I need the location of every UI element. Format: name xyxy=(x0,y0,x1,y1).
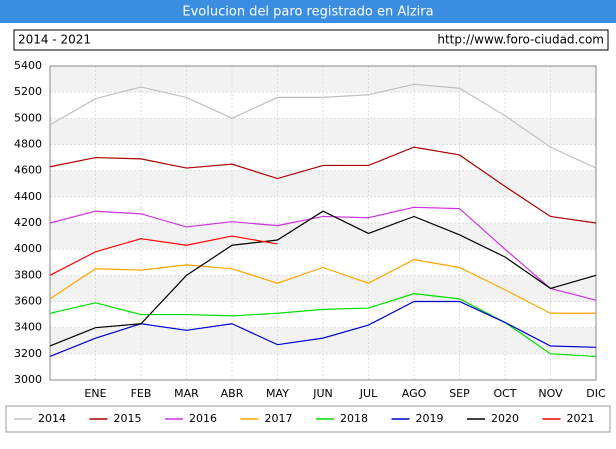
title-bar xyxy=(0,0,616,23)
grid-band xyxy=(50,327,596,354)
legend-label: 2015 xyxy=(114,412,142,425)
legend-label: 2017 xyxy=(265,412,293,425)
x-tick-label: AGO xyxy=(402,387,427,400)
x-tick-label: JUN xyxy=(312,387,333,400)
info-box xyxy=(13,29,609,51)
series-line xyxy=(49,83,597,169)
legend-label: 2021 xyxy=(567,412,595,425)
series-line xyxy=(49,206,597,301)
y-tick-label: 3200 xyxy=(14,347,42,360)
series-line xyxy=(49,146,597,224)
y-tick-label: 5200 xyxy=(14,85,42,98)
y-tick-label: 4800 xyxy=(14,138,42,151)
legend-label: 2018 xyxy=(340,412,368,425)
y-tick-label: 4000 xyxy=(14,242,42,255)
y-tick-label: 3400 xyxy=(14,321,42,334)
x-tick-label: ENE xyxy=(84,387,106,400)
series-line xyxy=(49,259,596,314)
x-tick-label: JUL xyxy=(359,387,378,400)
y-tick-label: 4600 xyxy=(14,164,42,177)
legend-label: 2019 xyxy=(416,412,444,425)
x-tick-label: DIC xyxy=(586,387,606,400)
chart-title: Evolucion del paro registrado en Alzira xyxy=(182,5,433,20)
subtitle: 2014 - 2021 xyxy=(18,33,91,47)
x-tick-label: SEP xyxy=(449,387,470,400)
x-tick-label: FEB xyxy=(131,387,152,400)
y-tick-label: 3800 xyxy=(14,268,42,281)
legend-label: 2014 xyxy=(38,412,66,425)
x-tick-label: OCT xyxy=(493,387,516,400)
y-tick-label: 3600 xyxy=(14,295,42,308)
series-line xyxy=(49,235,278,276)
y-tick-label: 5000 xyxy=(14,111,42,124)
x-tick-label: MAY xyxy=(266,387,289,400)
legend-label: 2016 xyxy=(189,412,217,425)
x-tick-label: ABR xyxy=(221,387,244,400)
y-tick-label: 3000 xyxy=(14,373,42,386)
source: http://www.foro-ciudad.com xyxy=(437,33,604,47)
y-tick-label: 4200 xyxy=(14,216,42,229)
y-tick-label: 5400 xyxy=(14,59,42,72)
x-tick-label: NOV xyxy=(538,387,563,400)
x-tick-label: MAR xyxy=(174,387,199,400)
y-tick-label: 4400 xyxy=(14,190,42,203)
legend-label: 2020 xyxy=(491,412,519,425)
series-line xyxy=(49,210,597,347)
